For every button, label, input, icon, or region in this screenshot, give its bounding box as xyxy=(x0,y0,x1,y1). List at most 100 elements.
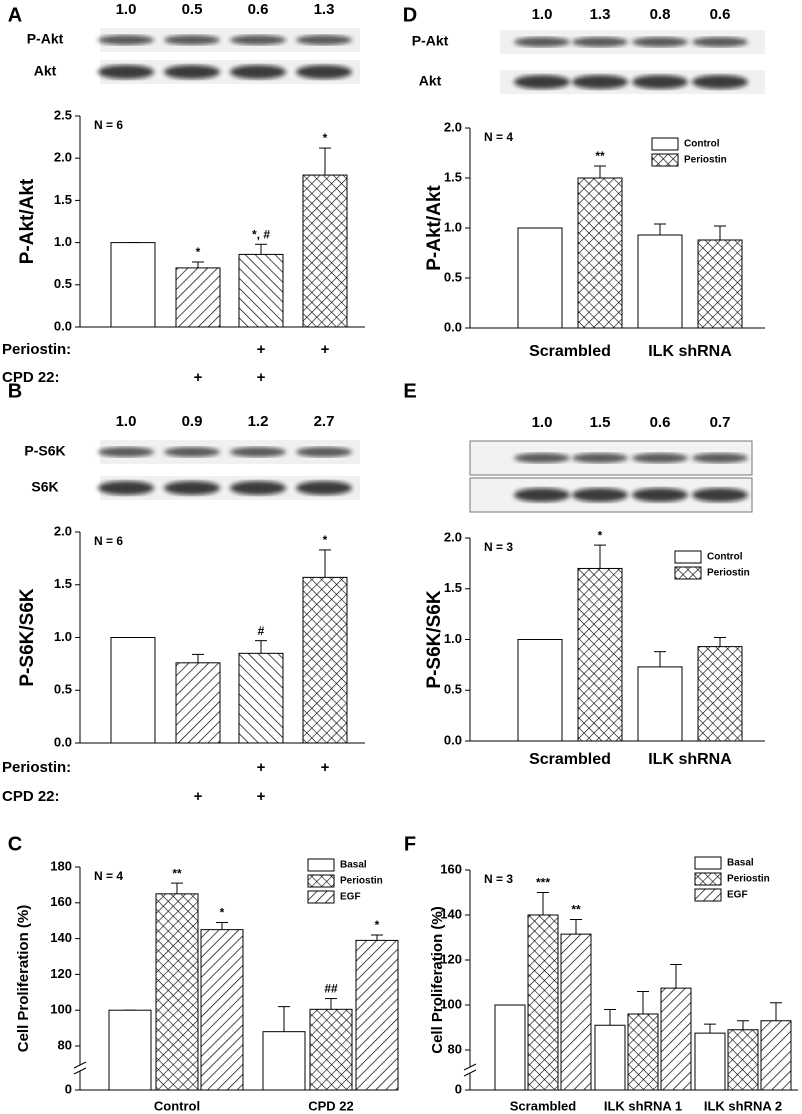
blot-band xyxy=(98,65,154,79)
y-tick-label: 0.5 xyxy=(54,276,72,291)
y-tick-label: 180 xyxy=(50,858,72,873)
significance: * xyxy=(196,245,201,259)
axis-break xyxy=(463,1063,477,1071)
blot-band xyxy=(230,481,286,495)
blot-band xyxy=(632,75,688,89)
blot-ratio: 0.6 xyxy=(650,414,671,431)
treatment-label: Periostin: xyxy=(2,759,71,776)
y-tick-label: 0.5 xyxy=(444,269,462,284)
y-tick-label: 0.0 xyxy=(54,734,72,749)
y-axis-label: Cell Proliferation (%) xyxy=(429,906,446,1054)
blot-row-label: Akt xyxy=(34,63,57,79)
x-tick-label: ILK shRNA xyxy=(648,751,732,768)
significance: *, # xyxy=(252,227,270,241)
y-tick-label: 1.5 xyxy=(444,580,462,595)
blot-band xyxy=(572,37,628,47)
treatment-label: CPD 22: xyxy=(2,788,60,805)
bar xyxy=(262,1031,306,1091)
blot-ratio: 1.0 xyxy=(532,414,553,431)
panel-letter: D xyxy=(403,4,417,26)
legend-swatch xyxy=(651,153,679,167)
bar xyxy=(727,1029,759,1091)
legend-label: Periostin xyxy=(340,876,383,887)
bar xyxy=(110,637,156,744)
bar xyxy=(760,1020,792,1091)
legend-label: EGF xyxy=(727,890,748,901)
treatment-mark: + xyxy=(257,341,266,358)
sample-size: N = 6 xyxy=(94,534,123,548)
axis-break xyxy=(73,1061,87,1069)
blot-band xyxy=(572,488,628,502)
y-tick-label: 1.0 xyxy=(54,629,72,644)
y-tick-label: 100 xyxy=(440,996,462,1011)
y-axis-label: P-S6K/S6K xyxy=(424,590,445,688)
blot-ratio: 0.7 xyxy=(710,414,731,431)
x-tick-label: CPD 22 xyxy=(308,1098,354,1113)
blot-band xyxy=(692,75,748,89)
bar xyxy=(175,267,221,328)
y-tick-label: 1.0 xyxy=(444,631,462,646)
blot-band xyxy=(632,37,688,47)
y-tick-label: 0.0 xyxy=(54,318,72,333)
legend-swatch xyxy=(694,872,722,886)
bar xyxy=(560,933,592,1091)
blot-band xyxy=(632,453,688,463)
legend-swatch xyxy=(674,566,702,580)
treatment-mark: + xyxy=(257,369,266,386)
blot-band xyxy=(98,447,154,457)
blot-row-label: P-S6K xyxy=(24,443,65,459)
sample-size: N = 4 xyxy=(484,130,513,144)
y-tick-label: 100 xyxy=(50,1002,72,1017)
panel-letter: A xyxy=(8,4,22,26)
significance: *** xyxy=(536,876,550,890)
y-tick-label: 2.5 xyxy=(54,107,72,122)
bar xyxy=(155,893,199,1091)
bar xyxy=(175,662,221,744)
significance: ## xyxy=(324,982,338,996)
significance: # xyxy=(258,624,265,638)
blot-row-label: Akt xyxy=(419,73,442,89)
blot-ratio: 1.0 xyxy=(532,6,553,23)
blot-band xyxy=(572,453,628,463)
legend-label: Control xyxy=(684,139,720,150)
legend-swatch xyxy=(307,874,335,888)
blot-band xyxy=(514,488,570,502)
bar xyxy=(238,652,284,744)
y-tick-label: 0.0 xyxy=(444,319,462,334)
significance: ** xyxy=(595,149,605,163)
significance: * xyxy=(375,918,380,932)
y-tick-label: 0.5 xyxy=(54,682,72,697)
legend-label: Periostin xyxy=(707,568,750,579)
y-tick-label: 2.0 xyxy=(444,529,462,544)
blot-band xyxy=(230,35,286,45)
blot-ratio: 2.7 xyxy=(314,413,335,430)
y-tick-label: 80 xyxy=(448,1041,462,1056)
bar xyxy=(694,1032,726,1091)
y-tick-label: 2.0 xyxy=(54,523,72,538)
treatment-mark: + xyxy=(194,369,203,386)
sample-size: N = 6 xyxy=(94,118,123,132)
y-tick-label: 1.5 xyxy=(444,169,462,184)
blot-band xyxy=(296,481,352,495)
y-tick-label: 2.0 xyxy=(444,119,462,134)
panel-letter: F xyxy=(404,833,416,855)
y-axis-label: Cell Proliferation (%) xyxy=(15,905,32,1053)
blot-band xyxy=(164,481,220,495)
blot-band xyxy=(296,65,352,79)
y-axis-label: P-Akt/Akt xyxy=(424,185,445,271)
legend-label: EGF xyxy=(340,892,361,903)
bar xyxy=(627,1013,659,1091)
panel-letter: C xyxy=(8,833,22,855)
significance: ** xyxy=(172,866,182,880)
y-tick-label: 140 xyxy=(50,930,72,945)
legend-swatch xyxy=(307,890,335,904)
bar xyxy=(697,239,743,329)
x-tick-label: ILK shRNA xyxy=(648,343,732,360)
sample-size: N = 3 xyxy=(484,872,513,886)
bar xyxy=(302,174,348,328)
y-tick-label: 0 xyxy=(65,1081,72,1096)
axis-break-gap xyxy=(75,1065,85,1071)
blot-ratio: 1.3 xyxy=(590,6,611,23)
bar xyxy=(594,1024,626,1091)
